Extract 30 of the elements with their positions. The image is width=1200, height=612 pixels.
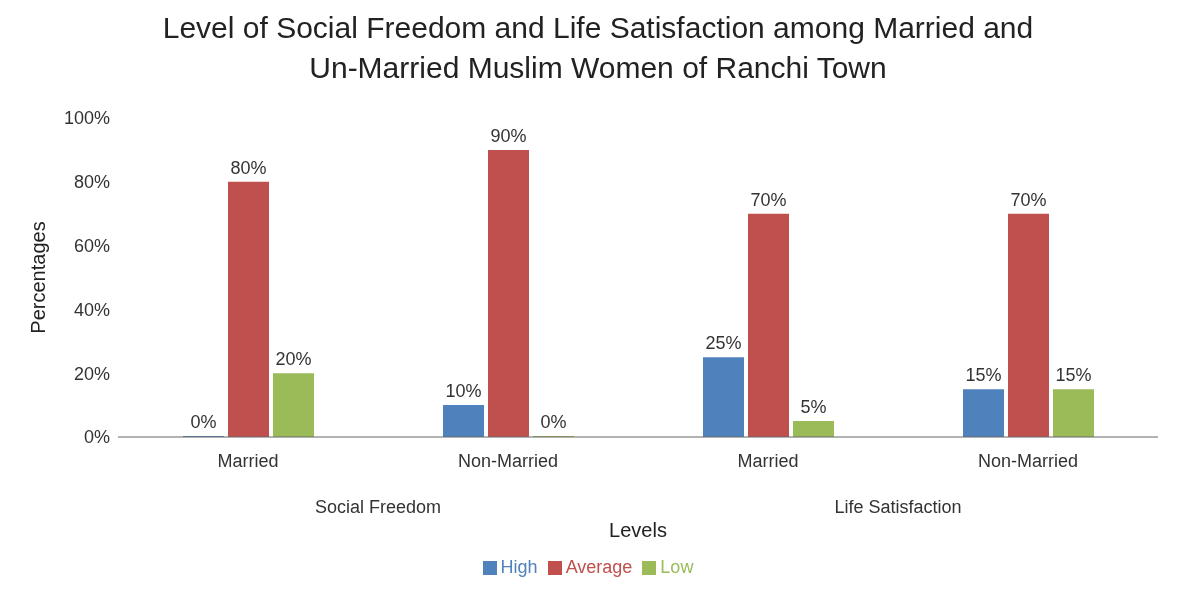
y-tick-label: 40% [73,299,110,320]
legend-label: Low [660,557,694,577]
text: Social Freedom [314,497,442,517]
text: Life Satisfaction [834,497,962,517]
x-tick-label: Non-Married [457,451,559,471]
x-axis-title: Levels [609,519,667,541]
data-label: 70% [1010,189,1047,210]
data-label: 90% [490,125,527,146]
data-label: 15% [965,365,1002,386]
data-label: 0% [540,412,567,432]
data-label: 20% [275,349,312,370]
y-tick-label: 60% [73,235,110,256]
x-tick-label: Non-Married [977,451,1079,471]
data-label: 0% [190,412,217,432]
data-label: 15% [1055,365,1092,386]
data-label: 10% [445,381,482,402]
y-tick-label: 80% [73,172,110,193]
y-tick-label: 20% [73,363,110,384]
legend-label: Average [565,557,633,577]
data-label: 70% [750,189,787,210]
data-label: 80% [230,157,267,178]
y-tick-label: 100% [63,108,110,129]
y-tick-label: 0% [83,427,110,448]
legend-label: High [500,557,538,577]
data-label: 5% [800,397,827,418]
x-tick-label: Married [217,451,279,471]
data-label: 25% [705,333,742,354]
y-axis-title: Percentages [27,221,50,334]
chart-title: Level of Social Freedom and Life Satisfaction among Married and Un-Married Muslim Women of Ranchi Town [161,10,1035,86]
x-tick-label: Married [737,451,799,471]
